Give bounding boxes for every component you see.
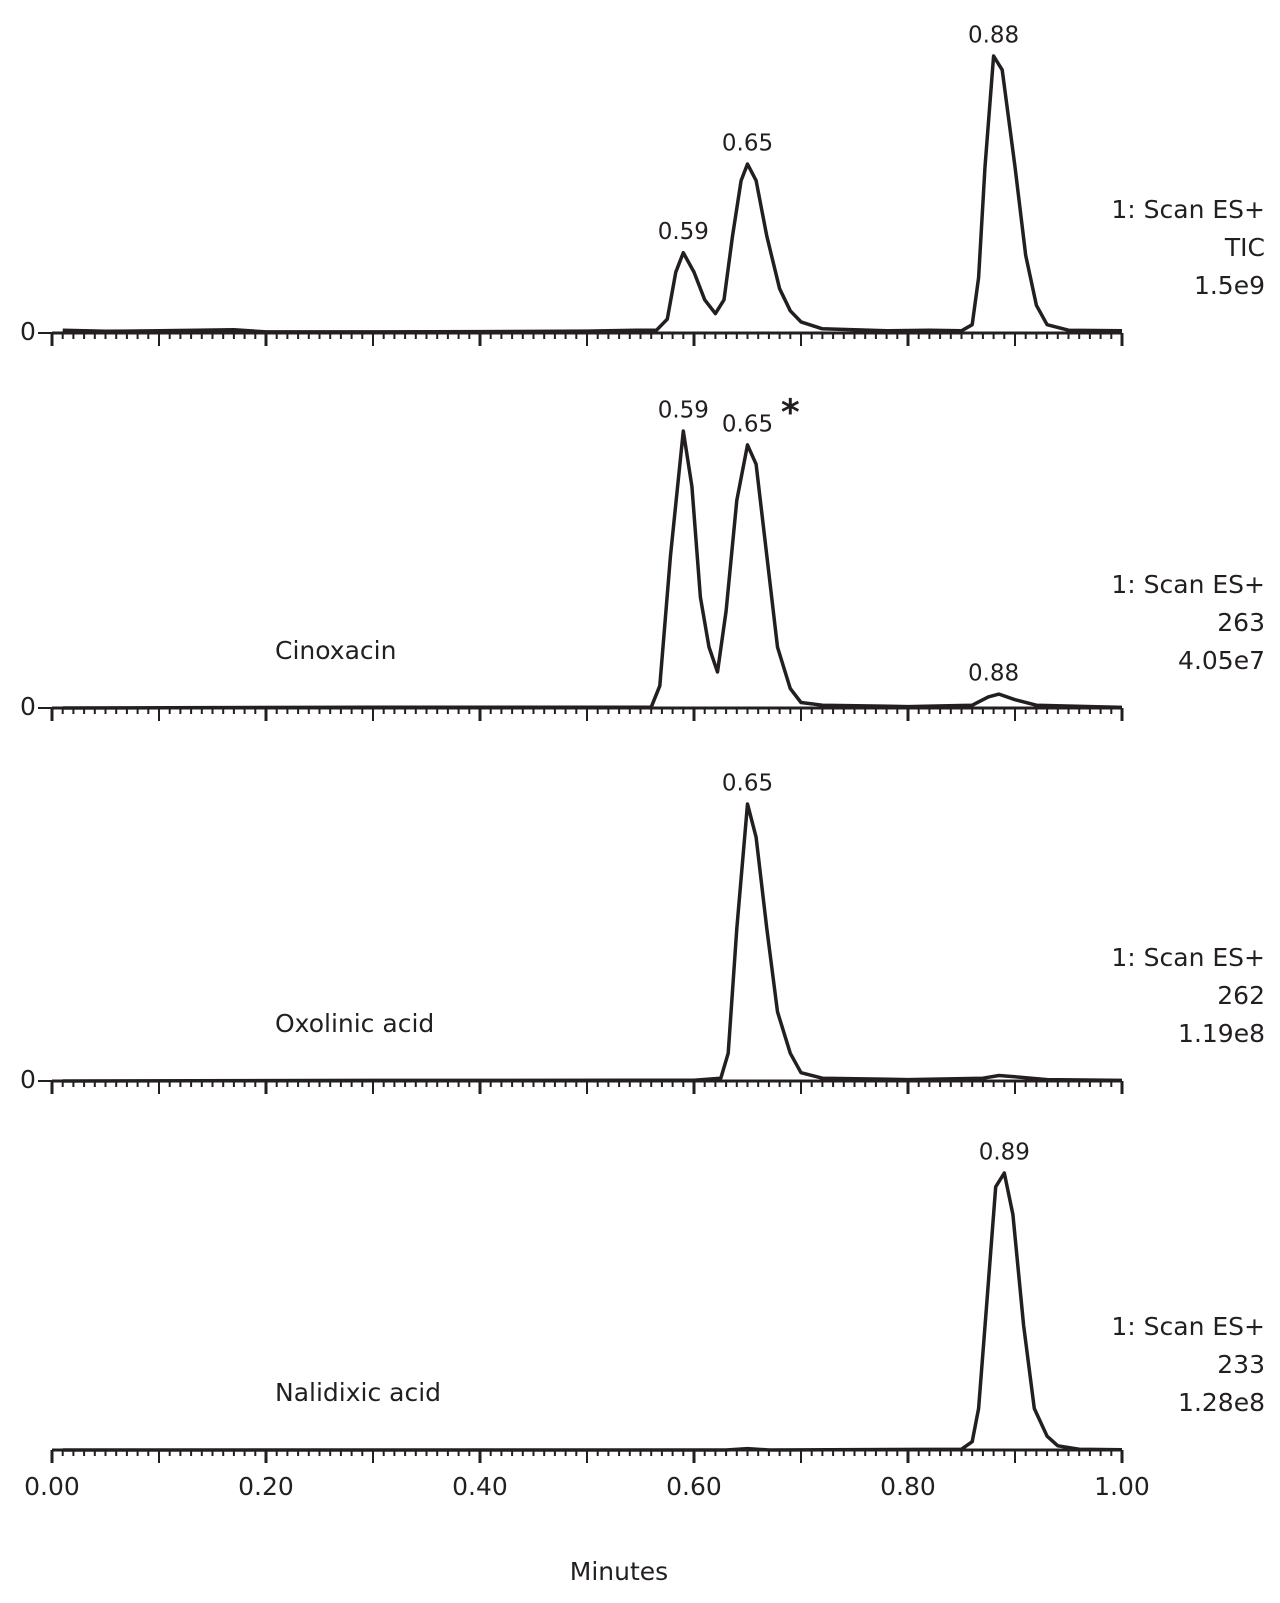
peak-label: 0.88 [968, 661, 1019, 687]
peak-label: 0.65 [722, 131, 773, 157]
trace [62, 802, 1123, 1083]
trace-info: 263 [1217, 608, 1265, 637]
trace-info: 1: Scan ES+ [1111, 570, 1265, 599]
trace-info: 233 [1217, 1350, 1265, 1379]
y-tick-label: 0 [20, 317, 36, 346]
trace-info: 1.19e8 [1178, 1019, 1265, 1048]
asterisk: * [781, 393, 800, 434]
compound-name: Oxolinic acid [275, 1009, 434, 1038]
peak-label: 0.65 [722, 411, 773, 437]
x-tick-label: 0.00 [24, 1472, 80, 1501]
x-tick-label: 0.40 [452, 1472, 508, 1501]
trace-info: TIC [1224, 233, 1265, 262]
trace [62, 1171, 1123, 1452]
trace [62, 429, 1123, 710]
x-axis-title: Minutes [570, 1557, 668, 1586]
compound-name: Cinoxacin [275, 636, 396, 665]
trace-info: 1.5e9 [1194, 271, 1265, 300]
trace-info: 4.05e7 [1178, 646, 1265, 675]
peak-label: 0.88 [968, 23, 1019, 49]
x-tick-label: 0.20 [238, 1472, 294, 1501]
trace-info: 1.28e8 [1178, 1388, 1265, 1417]
x-tick-label: 0.80 [880, 1472, 936, 1501]
trace-info: 1: Scan ES+ [1111, 195, 1265, 224]
peak-label: 0.65 [722, 771, 773, 797]
peak-label: 0.89 [979, 1140, 1030, 1166]
trace [62, 54, 1123, 334]
peak-label: 0.59 [658, 398, 709, 424]
trace-info: 1: Scan ES+ [1111, 943, 1265, 972]
compound-name: Nalidixic acid [275, 1378, 441, 1407]
x-tick-label: 1.00 [1094, 1472, 1150, 1501]
y-tick-label: 0 [20, 1065, 36, 1094]
y-tick-label: 0 [20, 692, 36, 721]
trace-info: 262 [1217, 981, 1265, 1010]
trace-info: 1: Scan ES+ [1111, 1312, 1265, 1341]
peak-label: 0.59 [658, 219, 709, 245]
x-tick-label: 0.60 [666, 1472, 722, 1501]
